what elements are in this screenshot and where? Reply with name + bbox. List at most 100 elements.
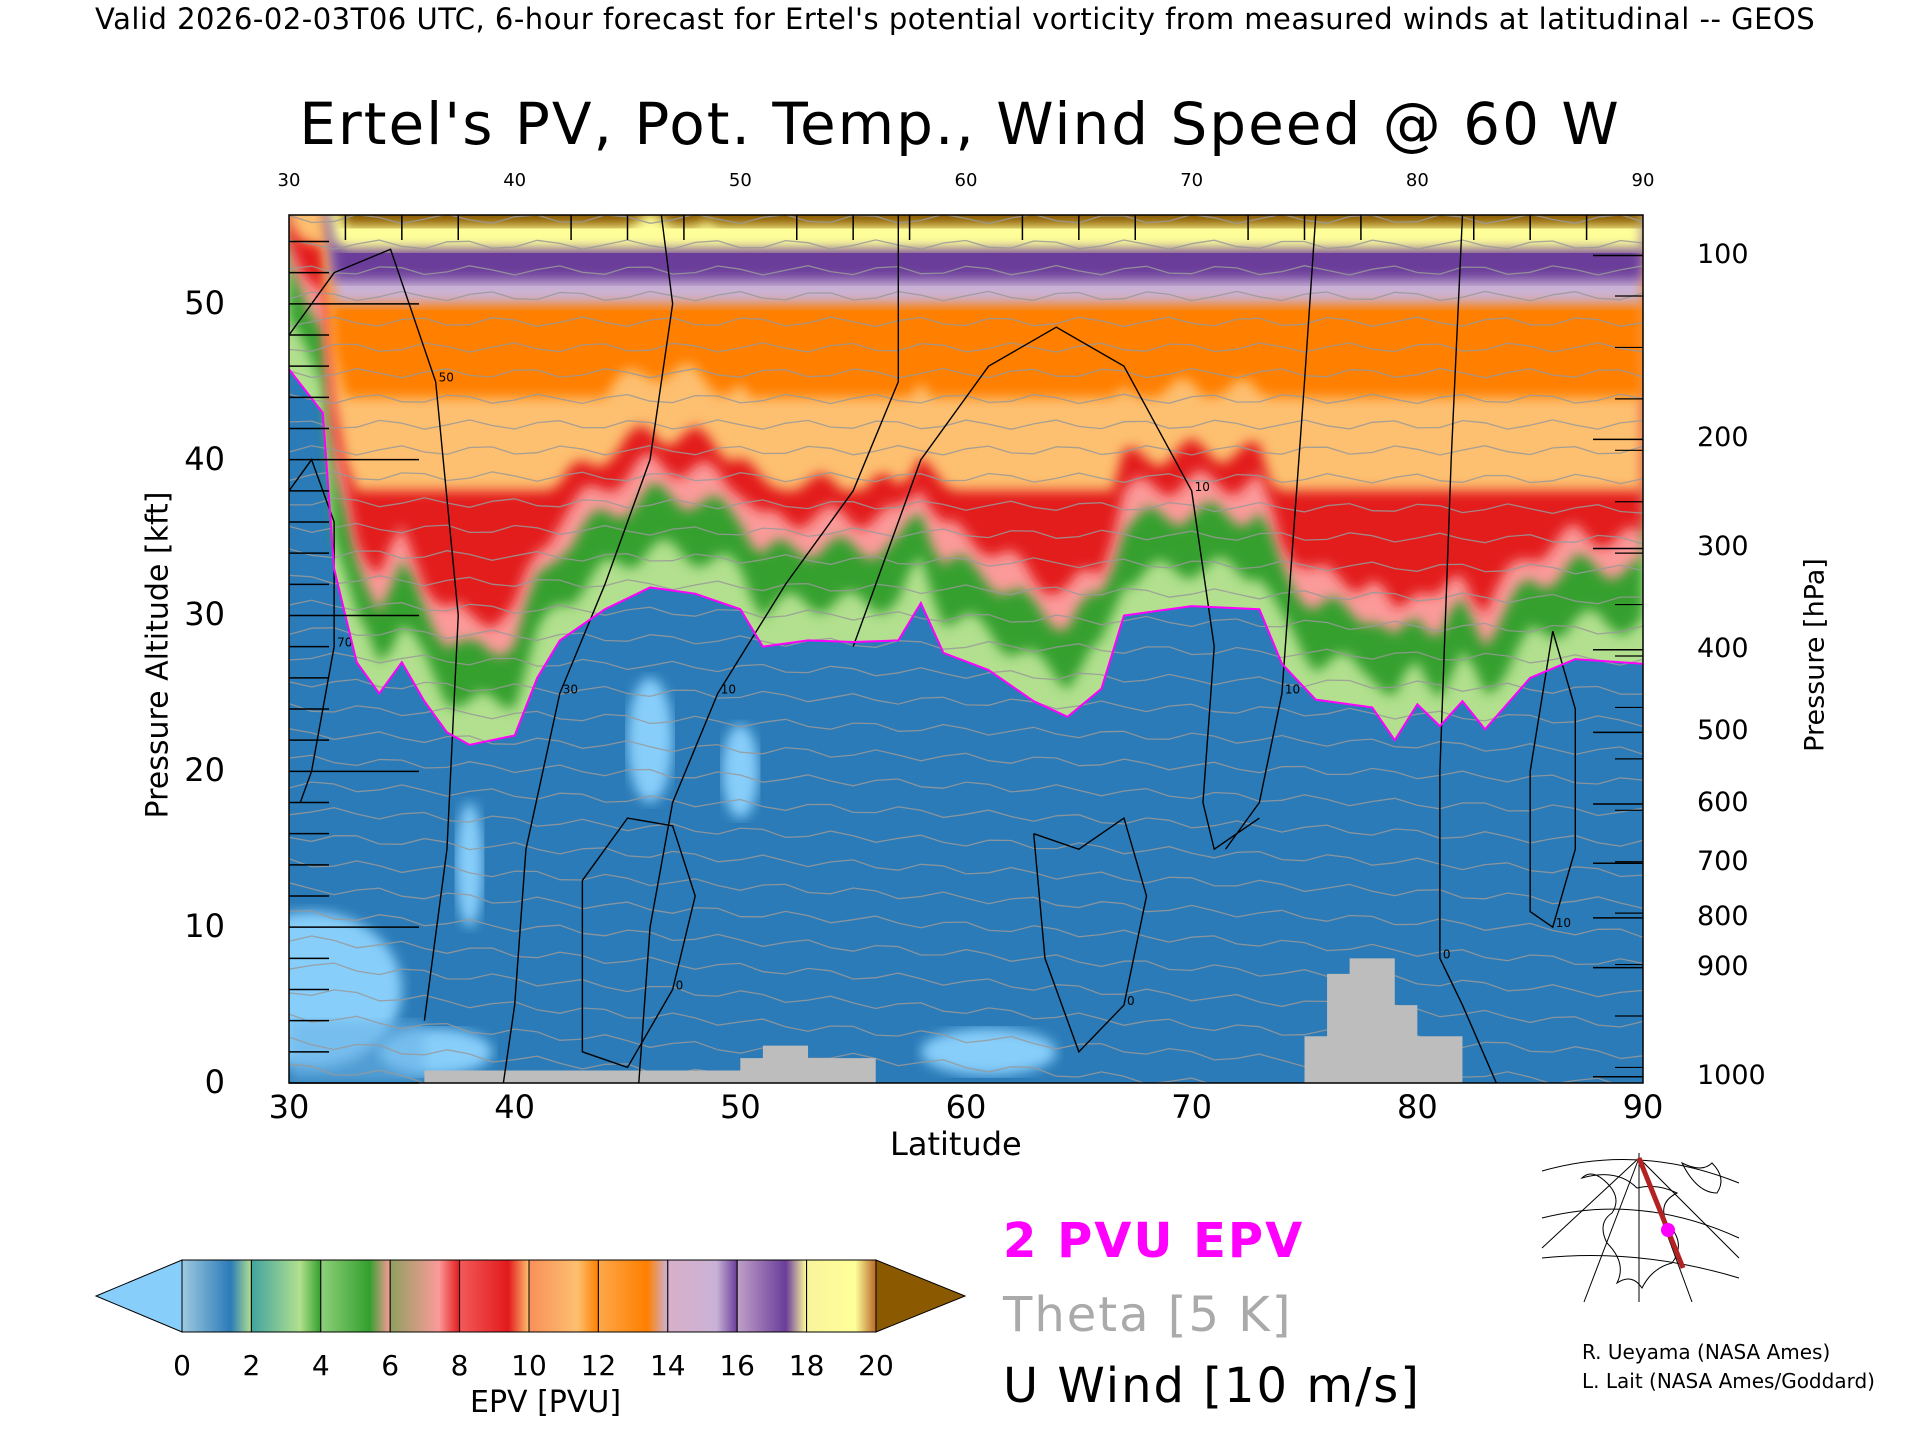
theta-contour [289, 858, 1643, 939]
theta-contour [289, 522, 1643, 545]
u-wind-contour [1529, 630, 1577, 929]
forecast-valid-title: Valid 2026-02-03T06 UTC, 6-hour forecast… [95, 2, 1816, 36]
colorbar-tick-label: 18 [788, 1349, 825, 1382]
y-tick-label: 10 [184, 907, 225, 946]
epv-color-field [289, 215, 1643, 1083]
epv-under-patch [722, 724, 759, 819]
theta-contour [289, 807, 1643, 878]
legend-u-wind: U Wind [10 m/s] [1003, 1358, 1422, 1414]
y-tick-label: 20 [184, 751, 225, 790]
theta-contour [289, 781, 1643, 847]
theta-contour [289, 215, 1643, 225]
theta-contour [289, 835, 1643, 909]
u-wind-contour-label: 50 [439, 371, 454, 385]
theta-contour [289, 652, 1643, 695]
map-meridian [1541, 1157, 1640, 1249]
theta-contour [289, 419, 1643, 430]
epv-under-patch [455, 802, 484, 928]
colorbar-tick-label: 8 [450, 1349, 469, 1382]
colorbar-segment [320, 1259, 391, 1333]
cross-section-line [1636, 1157, 1686, 1269]
x-tick-label: 70 [1171, 1088, 1213, 1126]
colorbar-tick-label: 16 [719, 1349, 755, 1382]
u-wind-contour-label: 10 [1195, 480, 1210, 494]
colorbar-title: EPV [PVU] [470, 1385, 622, 1420]
pressure-tick-label: 900 [1697, 950, 1749, 982]
map-latitude-circle [1541, 1255, 1740, 1279]
colorbar-segment [736, 1259, 808, 1333]
colorbar-tick-label: 0 [173, 1349, 191, 1382]
theta-contour [289, 728, 1643, 785]
x-tick-label: 60 [945, 1088, 987, 1126]
pv2-contour-line [289, 368, 1643, 746]
top-tick-label: 70 [1180, 170, 1204, 191]
u-wind-contours: 30 10 10 10 0 50 70 0 0 10 [289, 215, 1577, 1083]
theta-contour [289, 367, 1643, 379]
top-tick-label: 60 [954, 170, 978, 191]
locator-map [1541, 1153, 1740, 1303]
plot-frame [288, 214, 1644, 1084]
theta-contour [289, 702, 1643, 756]
theta-contour [289, 599, 1643, 635]
top-tick-label: 30 [277, 170, 301, 191]
map-meridian [1638, 1157, 1740, 1259]
u-wind-contour [1224, 215, 1317, 850]
colorbar-tick-label: 2 [242, 1349, 261, 1382]
colorbar-tick-label: 6 [381, 1349, 400, 1382]
u-wind-contour [502, 215, 674, 1083]
credit-line: R. Ueyama (NASA Ames) [1582, 1340, 1831, 1364]
legend-pv2: 2 PVU EPV [1003, 1213, 1305, 1269]
colorbar-tick-label: 14 [649, 1349, 686, 1382]
u-wind-contour-label: 0 [676, 978, 684, 992]
pressure-tick-label: 800 [1697, 900, 1749, 932]
theta-contour [289, 574, 1643, 605]
colorbar-segment [528, 1259, 599, 1333]
theta-contour [289, 497, 1643, 515]
colorbar-segment [667, 1259, 738, 1333]
y-axis-title: Pressure Altitude [kft] [140, 491, 176, 819]
epv-band-20-plus [341, 215, 1643, 226]
u-wind-contour [638, 215, 899, 1083]
colorbar-segment [389, 1259, 461, 1333]
y-tick-label: 40 [184, 439, 225, 478]
u-wind-contour-label: 10 [1556, 916, 1571, 930]
legend-theta: Theta [5 K] [1003, 1287, 1293, 1343]
terrain-block [289, 958, 1643, 1083]
u-wind-contour-label: 10 [1285, 682, 1300, 696]
u-wind-contour-label: 70 [337, 636, 352, 650]
colorbar-over-triangle [875, 1259, 967, 1333]
map-coastline [1580, 1173, 1679, 1289]
colorbar-segment [250, 1259, 322, 1333]
pressure-tick-label: 200 [1697, 422, 1749, 454]
x-tick-label: 40 [494, 1088, 536, 1126]
x-tick-label: 90 [1622, 1088, 1664, 1126]
u-wind-contour-label: 30 [563, 682, 578, 696]
map-latitude-circle [1541, 1208, 1740, 1239]
theta-contour [289, 754, 1643, 817]
theta-contour [289, 627, 1643, 666]
map-coastline [1680, 1161, 1722, 1194]
y-tick-label: 50 [184, 283, 225, 322]
theta-contour [289, 444, 1643, 456]
pressure-tick-label: 400 [1697, 632, 1749, 664]
theta-contour [289, 264, 1643, 276]
colorbar-segment [597, 1259, 669, 1333]
colorbar-tick-label: 12 [580, 1349, 617, 1382]
colorbar-segment [459, 1259, 530, 1333]
pressure-tick-label: 300 [1697, 531, 1749, 563]
u-wind-contour [1439, 215, 1497, 1083]
y-tick-label: 30 [184, 595, 225, 634]
theta-contour [289, 393, 1643, 405]
pressure-tick-label: 100 [1697, 238, 1749, 270]
epv-under-patch [627, 677, 673, 803]
top-tick-label: 90 [1631, 170, 1655, 191]
terrain [289, 958, 1643, 1083]
x-axis-title: Latitude [890, 1125, 1022, 1163]
top-tick-label: 50 [728, 170, 752, 191]
u-wind-contour [289, 248, 459, 1021]
colorbar-under-triangle [94, 1259, 183, 1333]
u-wind-contour-label: 0 [1443, 947, 1451, 961]
axis-ticks [289, 215, 1643, 1084]
x-tick-label: 80 [1396, 1088, 1438, 1126]
